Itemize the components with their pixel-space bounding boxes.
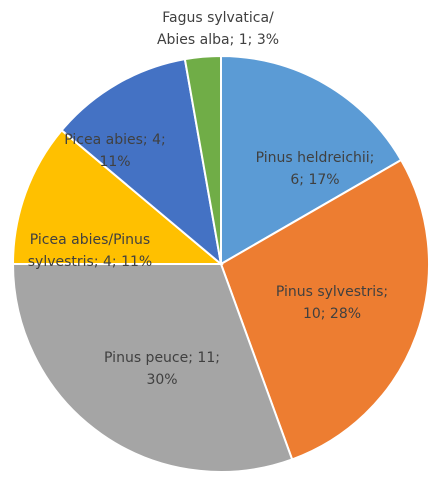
data-label: sylvestris; 4; 11%: [28, 254, 152, 270]
pie-slice: [219, 158, 430, 461]
pie-slice: [183, 54, 222, 265]
data-label: 6; 17%: [290, 172, 339, 188]
pie-slice: [11, 263, 294, 473]
data-label: Pinus heldreichii;: [256, 150, 375, 166]
data-label: Abies alba; 1; 3%: [157, 32, 279, 48]
data-label: Picea abies/Pinus: [30, 232, 150, 248]
data-label: Fagus sylvatica/: [162, 10, 274, 26]
data-label: 10; 28%: [303, 306, 361, 322]
data-label: Pinus sylvestris;: [276, 284, 388, 300]
data-label: Picea abies; 4;: [64, 132, 165, 148]
pie-slice: [11, 128, 224, 265]
data-label: Pinus peuce; 11;: [104, 350, 220, 366]
pie-slice: [220, 54, 403, 266]
data-label: 11%: [99, 154, 130, 170]
data-label: 30%: [146, 372, 177, 388]
pie-slice: [60, 58, 223, 267]
